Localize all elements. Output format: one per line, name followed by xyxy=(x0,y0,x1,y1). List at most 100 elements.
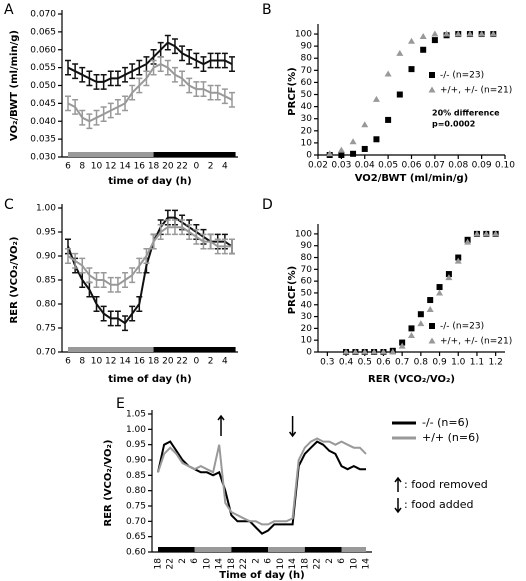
x-tick-label: 12 xyxy=(105,357,116,367)
x-tick-label: 6 xyxy=(264,558,274,564)
x-tick-label: 0.04 xyxy=(355,161,375,171)
point xyxy=(398,342,406,349)
error-bar xyxy=(221,52,228,69)
y-tick-label: 0.85 xyxy=(36,276,56,286)
x-tick-label: 18 xyxy=(154,558,164,570)
legend-marker xyxy=(429,72,435,78)
x-tick-label: 0.02 xyxy=(308,161,328,171)
x-tick-label: 0.7 xyxy=(395,358,409,368)
x-tick-label: 1.1 xyxy=(470,358,484,368)
error-bar xyxy=(171,219,178,236)
point xyxy=(349,138,357,145)
point xyxy=(379,348,387,355)
point xyxy=(408,325,415,332)
y-tick-label: 10 xyxy=(301,336,313,346)
error-bar xyxy=(186,224,193,240)
x-tick-label: 0.10 xyxy=(495,161,515,171)
y-tick-label: 1.05 xyxy=(126,410,146,420)
y-tick-label: 0.85 xyxy=(126,471,146,481)
point xyxy=(431,37,438,44)
error-bar xyxy=(72,99,79,115)
x-tick-label: 22 xyxy=(176,162,187,172)
legend-marker xyxy=(428,337,436,344)
error-bar xyxy=(150,59,157,76)
y-tick-label: 0.065 xyxy=(30,27,56,37)
error-bar xyxy=(200,233,207,250)
light-dark-bar xyxy=(158,547,195,552)
y-axis-label: VO₂/BWT (ml/min/g) xyxy=(9,30,20,141)
point xyxy=(342,348,350,355)
point xyxy=(351,348,359,355)
point xyxy=(361,145,368,152)
x-tick-label: 10 xyxy=(349,558,359,570)
x-tick-label: 22 xyxy=(313,558,323,569)
y-axis-label: PRCF(%) xyxy=(287,67,298,115)
x-tick-label: 0.07 xyxy=(425,161,445,171)
x-tick-label: 14 xyxy=(215,558,225,570)
point xyxy=(408,331,415,338)
y-tick-label: 0 xyxy=(306,151,312,161)
y-tick-label: 80 xyxy=(301,54,313,64)
y-tick-label: 100 xyxy=(295,229,312,239)
error-bar xyxy=(107,276,114,293)
y-tick-label: 40 xyxy=(301,300,313,310)
point xyxy=(370,348,378,355)
x-tick-label: 0.09 xyxy=(472,161,492,171)
x-tick-label: 14 xyxy=(288,558,298,570)
error-bar xyxy=(114,310,121,327)
x-tick-label: 22 xyxy=(239,558,249,569)
x-tick-label: 2 xyxy=(178,558,188,564)
x-tick-label: 22 xyxy=(166,558,176,569)
x-axis-label: VO2/BWT (ml/min/g) xyxy=(355,173,469,184)
x-tick-label: 8 xyxy=(79,162,85,172)
x-tick-label: 0.3 xyxy=(320,358,334,368)
point xyxy=(489,30,497,37)
y-tick-label: 90 xyxy=(301,241,313,251)
y-tick-label: 1.00 xyxy=(36,204,56,214)
y-tick-label: 40 xyxy=(301,102,313,112)
point xyxy=(436,289,444,296)
light-dark-bar xyxy=(68,347,154,352)
point xyxy=(466,30,474,37)
x-tick-label: 0 xyxy=(193,162,199,172)
x-tick-label: 6 xyxy=(190,558,200,564)
error-bar xyxy=(100,74,107,90)
error-bar xyxy=(122,95,129,112)
error-bar xyxy=(72,63,79,80)
point xyxy=(445,271,452,278)
error-bar xyxy=(79,109,86,126)
point xyxy=(396,91,403,98)
point xyxy=(385,116,392,123)
y-tick-label: 0.80 xyxy=(36,300,56,310)
x-tick-label: 10 xyxy=(91,357,103,367)
light-dark-bar xyxy=(341,547,366,552)
error-bar xyxy=(93,109,100,126)
y-tick-label: 0.060 xyxy=(30,45,56,55)
point xyxy=(492,230,500,237)
x-tick-label: 1.0 xyxy=(451,358,466,368)
arrow-icon xyxy=(394,476,402,492)
y-tick-label: 60 xyxy=(301,78,313,88)
x-tick-label: 10 xyxy=(202,558,212,570)
error-bar xyxy=(150,233,157,250)
x-tick-label: 14 xyxy=(119,357,131,367)
error-bar xyxy=(107,310,114,327)
x-tick-label: 6 xyxy=(337,558,347,564)
y-tick-label: 90 xyxy=(301,42,313,52)
point xyxy=(482,230,490,237)
x-tick-label: 0.8 xyxy=(414,358,429,368)
y-tick-label: 80 xyxy=(301,253,313,263)
x-tick-label: 0.05 xyxy=(378,161,398,171)
error-bar xyxy=(229,91,235,108)
series-line xyxy=(67,62,233,123)
panel-letter: D xyxy=(262,197,273,213)
y-tick-label: 0.95 xyxy=(126,440,146,450)
error-bar xyxy=(65,248,71,264)
error-bar xyxy=(79,66,86,83)
y-tick-label: 100 xyxy=(295,30,312,40)
point xyxy=(396,49,404,56)
y-tick-label: 0.60 xyxy=(126,548,146,558)
point xyxy=(478,30,486,37)
error-bar xyxy=(136,257,143,274)
x-tick-label: 8 xyxy=(79,357,85,367)
